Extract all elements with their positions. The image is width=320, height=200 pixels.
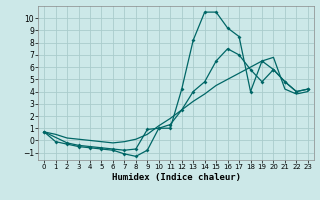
X-axis label: Humidex (Indice chaleur): Humidex (Indice chaleur) [111, 173, 241, 182]
